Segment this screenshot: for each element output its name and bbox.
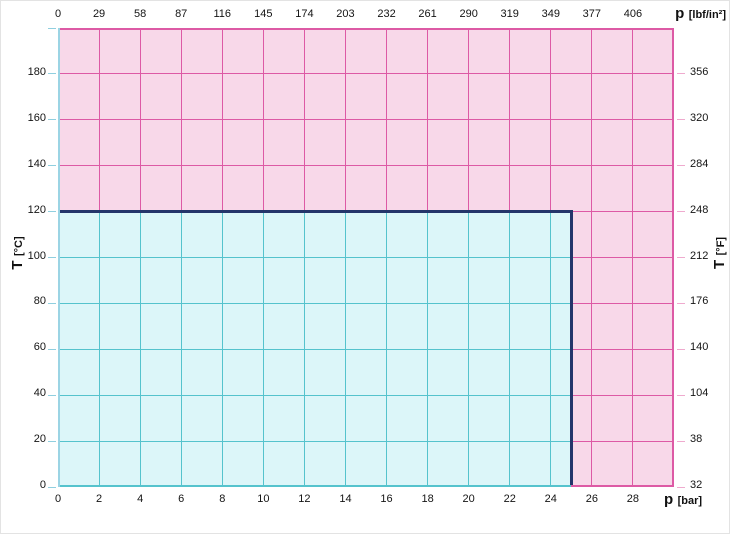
limit-line-horizontal: [58, 210, 573, 214]
x-axis-top-tick-label: 116: [213, 8, 232, 20]
x-axis-bottom-tick-label: 18: [421, 493, 434, 505]
x-axis-bottom-tick-label: 2: [96, 493, 103, 505]
y-axis-right-tick-mark: [677, 440, 685, 442]
x-axis-bottom-tick-label: 28: [626, 493, 640, 505]
x-axis-bottom-tick-label: 8: [219, 493, 226, 505]
x-axis-top-tick-label: 261: [418, 8, 437, 20]
gridline-horizontal-inside: [58, 394, 572, 396]
y-axis-right-tick-mark: [677, 348, 685, 350]
x-axis-bottom-tick-label: 14: [339, 493, 352, 505]
y-axis-left-tick-label: 20: [33, 433, 46, 446]
y-axis-left-tick-mark: [48, 257, 56, 258]
gridline-horizontal-inside: [58, 440, 572, 442]
plot-border-bottom-cyan: [58, 485, 572, 487]
plot-border-right: [672, 28, 674, 487]
gridline-horizontal-inside: [58, 302, 572, 304]
x-axis-top-title: p [lbf/in²]: [675, 5, 726, 23]
y-axis-left-tick-mark: [48, 27, 56, 29]
x-axis-top-tick-label: 174: [295, 8, 314, 20]
x-axis-top-tick-label: 349: [541, 8, 560, 20]
y-axis-left-tick-label: 40: [33, 387, 46, 400]
x-axis-top-tick-label: 0: [54, 8, 62, 20]
gridline-horizontal-inside: [58, 348, 572, 350]
x-axis-bottom-symbol: p: [664, 491, 674, 508]
x-axis-top-tick-label: 87: [175, 8, 188, 20]
x-axis-top-tick-label: 290: [459, 8, 478, 20]
gridline-horizontal-outside: [58, 165, 674, 167]
y-axis-left-tick-mark: [48, 302, 56, 304]
y-axis-left-tick-label: 0: [39, 479, 46, 491]
x-axis-top-tick-label: 377: [582, 8, 602, 20]
x-axis-top-tick-label: 145: [254, 8, 273, 20]
gridline-horizontal-outside: [58, 73, 674, 75]
x-axis-top-tick-label: 232: [377, 8, 396, 20]
x-axis-bottom-title: p [bar]: [664, 491, 702, 509]
y-axis-right-tick-mark: [677, 257, 685, 258]
plot-border-bottom-pink: [571, 485, 674, 487]
x-axis-bottom-tick-label: 24: [544, 493, 557, 505]
y-axis-left-tick-label: 100: [27, 249, 46, 262]
y-axis-left-tick-mark: [48, 348, 56, 350]
y-axis-left-tick-mark: [48, 165, 56, 167]
gridline-horizontal-inside: [58, 256, 572, 258]
y-axis-left-tick-mark: [48, 73, 56, 75]
y-axis-left-tick-mark: [48, 211, 56, 213]
x-axis-top-tick-label: 29: [92, 8, 106, 20]
x-axis-bottom-tick-label: 20: [462, 493, 475, 505]
x-axis-bottom-tick-label: 16: [380, 493, 393, 505]
plot-border-left: [58, 28, 60, 487]
limit-line-vertical: [569, 210, 573, 487]
y-axis-right-tick-label: 38: [690, 433, 703, 446]
y-axis-left-tick-label: 180: [27, 65, 46, 78]
x-axis-bottom-tick-label: 4: [137, 493, 144, 505]
y-axis-right-title: T [°F]: [711, 213, 729, 293]
y-axis-right-tick-mark: [677, 73, 685, 75]
y-axis-right-tick-mark: [677, 302, 685, 304]
y-axis-right-tick-label: 212: [690, 249, 709, 262]
y-axis-right-tick-label: 356: [690, 65, 709, 78]
x-axis-top-tick-label: 203: [336, 8, 355, 20]
y-axis-right-tick-label: 284: [690, 157, 709, 170]
x-axis-bottom-tick-label: 0: [54, 493, 62, 505]
y-axis-right-tick-label: 140: [690, 341, 709, 354]
y-axis-right-tick-label: 320: [690, 111, 709, 124]
x-axis-bottom-tick-label: 6: [178, 493, 185, 505]
y-axis-left-tick-mark: [48, 440, 56, 442]
y-axis-left-tick-mark: [48, 119, 56, 121]
y-axis-right-tick-label: 104: [690, 387, 709, 400]
plot-area: [58, 28, 674, 487]
y-axis-right-symbol: T: [711, 259, 728, 270]
gridline-horizontal-outside: [58, 119, 674, 121]
y-axis-left-tick-label: 80: [33, 295, 46, 308]
x-axis-top-tick-label: 58: [134, 8, 147, 20]
y-axis-left-tick-mark: [48, 394, 56, 396]
x-axis-bottom-tick-label: 12: [298, 493, 311, 505]
y-axis-right-tick-label: 32: [690, 479, 703, 491]
y-axis-right-tick-mark: [677, 165, 685, 167]
y-axis-right-tick-label: 248: [690, 203, 709, 216]
y-axis-left-tick-label: 120: [27, 203, 46, 216]
y-axis-right-unit: [°F]: [715, 236, 727, 256]
x-axis-top-tick-label: 319: [500, 8, 519, 20]
y-axis-right-tick-mark: [677, 486, 685, 488]
y-axis-right-tick-mark: [677, 119, 685, 121]
x-axis-bottom-tick-label: 10: [257, 493, 270, 505]
y-axis-left-tick-label: 140: [27, 157, 46, 170]
x-axis-bottom-tick-label: 26: [585, 493, 598, 505]
x-axis-top-symbol: p: [675, 5, 685, 22]
x-axis-bottom-unit: [bar]: [677, 495, 703, 507]
y-axis-right-tick-mark: [677, 211, 685, 213]
plot-border-top: [58, 28, 674, 30]
x-axis-bottom-tick-label: 22: [503, 493, 516, 505]
x-axis-top-tick-label: 406: [623, 8, 643, 20]
y-axis-right-tick-mark: [677, 394, 685, 396]
y-axis-left-tick-label: 160: [27, 111, 46, 124]
y-axis-left-tick-label: 60: [33, 341, 46, 354]
x-axis-top-unit: [lbf/in²]: [688, 9, 726, 21]
region-within-limits: [58, 211, 572, 487]
y-axis-left-tick-mark: [48, 486, 56, 488]
y-axis-right-tick-label: 176: [690, 295, 709, 308]
